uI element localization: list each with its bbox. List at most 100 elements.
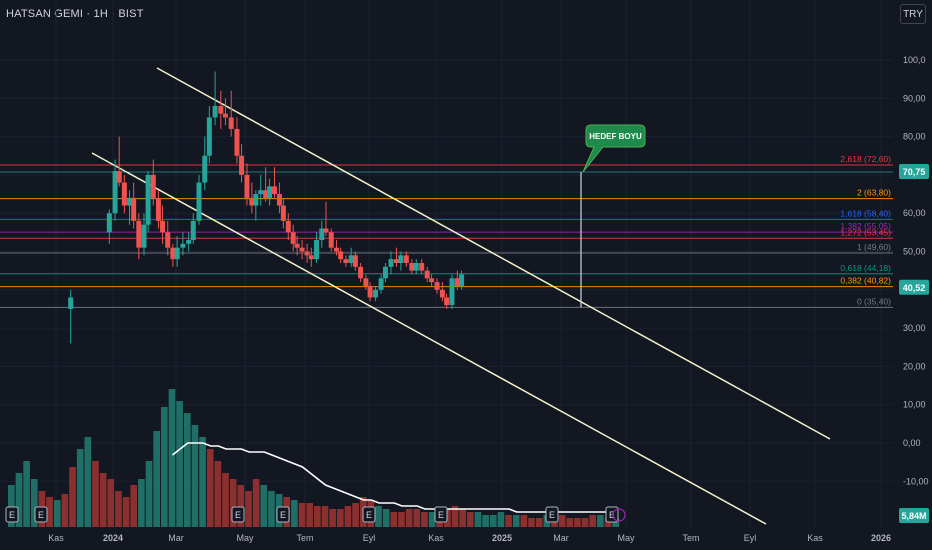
volume-badge-text: 5,84M xyxy=(901,511,926,521)
volume-bar xyxy=(336,509,344,527)
time-tick-label: Eyl xyxy=(363,533,376,543)
volume-bar xyxy=(92,461,99,527)
candle-body xyxy=(121,182,127,206)
candle-body xyxy=(449,278,455,306)
candle-body xyxy=(263,190,269,198)
volume-bar xyxy=(421,512,428,527)
candle-body xyxy=(319,228,325,241)
time-axis: Kas 2024 Mar May Tem Eyl Kas 2025 Mar May Tem Eyl Ka… xyxy=(48,533,891,543)
volume-bar xyxy=(46,497,53,527)
candle-body xyxy=(403,255,409,263)
volume-bar xyxy=(237,485,245,527)
candle-body xyxy=(239,155,245,175)
volume-bar xyxy=(30,479,38,527)
target-annotation: HEDEF BOYU xyxy=(580,124,646,308)
candle-body xyxy=(249,197,255,206)
price-tick-label: 90,00 xyxy=(903,93,926,103)
earnings-event-marker[interactable]: E xyxy=(34,506,48,523)
earnings-event-marker[interactable]: E xyxy=(545,506,559,523)
currency-button[interactable]: TRY xyxy=(900,4,926,24)
volume-bar xyxy=(298,503,306,527)
volume-bar xyxy=(107,479,115,527)
volume-bar xyxy=(222,473,229,527)
earnings-event-marker[interactable]: E xyxy=(362,506,376,523)
event-marker-label: E xyxy=(280,510,286,520)
volume-bar xyxy=(206,449,214,527)
candle-body xyxy=(299,247,305,252)
volume-bar xyxy=(99,473,107,527)
fib-level-label: 1,618 (58,40) xyxy=(840,208,891,218)
candle-body xyxy=(234,128,240,156)
volume-bar xyxy=(497,512,505,527)
candle-body xyxy=(388,259,394,267)
volume-bar xyxy=(15,473,23,527)
volume-bar xyxy=(260,485,268,527)
volume-bar xyxy=(23,461,30,527)
candle-body xyxy=(333,247,339,252)
candle-body xyxy=(352,255,358,267)
volume-bar xyxy=(390,512,398,527)
marked-price-badge-text: 70,75 xyxy=(903,167,926,177)
candle-body xyxy=(424,270,430,279)
candle-body xyxy=(165,232,171,248)
marked-price-badge-bg xyxy=(899,164,929,180)
candle-body xyxy=(439,289,445,298)
candle-body xyxy=(272,186,278,195)
current-price-badge-text: 40,52 xyxy=(903,283,926,293)
event-marker-label: E xyxy=(438,510,444,520)
candle-body xyxy=(267,186,273,198)
time-tick-label: Mar xyxy=(553,533,569,543)
event-marker-label: E xyxy=(9,510,15,520)
volume-bar xyxy=(199,437,206,527)
volume-bar xyxy=(145,461,153,527)
fib-level-label: 1,272 (53,45) xyxy=(840,227,891,237)
event-marker-label: E xyxy=(366,510,372,520)
earnings-event-marker[interactable]: E xyxy=(434,506,448,523)
volume-bar xyxy=(76,449,84,527)
candle-body xyxy=(155,197,161,221)
volume-bar xyxy=(168,389,176,527)
candle-body xyxy=(180,243,186,248)
volume-bar xyxy=(214,461,222,527)
volume-bar xyxy=(528,518,535,527)
candle-body xyxy=(160,220,166,233)
annotation-text: HEDEF BOYU xyxy=(589,132,642,141)
candle-body xyxy=(186,240,192,244)
volume-bar xyxy=(451,506,459,527)
price-tick-label: 30,00 xyxy=(903,323,926,333)
volume-bar xyxy=(382,509,390,527)
candle-body xyxy=(382,266,388,279)
volume-bar xyxy=(375,506,382,527)
earnings-event-marker[interactable]: E xyxy=(5,506,19,523)
candle-body xyxy=(258,190,264,195)
candle-body xyxy=(409,262,415,271)
volume-bar xyxy=(138,479,145,527)
volume-bar xyxy=(314,506,321,527)
volume-bar xyxy=(581,518,589,527)
time-tick-label: Tem xyxy=(682,533,699,543)
fib-level-label: 2,618 (72,60) xyxy=(840,154,891,164)
volume-bar xyxy=(589,515,597,527)
volume-bar xyxy=(153,431,160,527)
candle-body xyxy=(285,220,291,233)
volume-bar xyxy=(467,512,474,527)
candle-body xyxy=(141,224,147,248)
candle-body xyxy=(68,297,74,309)
chart-title: HATSAN GEMI · 1H · BIST xyxy=(6,8,144,20)
candle-body xyxy=(106,213,112,233)
volume-bar xyxy=(558,515,566,527)
candle-body xyxy=(131,197,137,221)
volume-bar xyxy=(176,401,183,527)
earnings-event-marker[interactable]: E xyxy=(276,506,290,523)
time-tick-label: 2025 xyxy=(492,533,512,543)
fibonacci-levels: 2,618 (72,60) 2 (63,80) 1,618 (58,40) 1,382… xyxy=(0,154,893,308)
annotation-callout xyxy=(582,124,646,173)
earnings-event-marker[interactable]: E xyxy=(231,506,245,523)
candle-body xyxy=(228,117,234,129)
candle-body xyxy=(202,155,208,183)
candle-body xyxy=(358,266,364,279)
volume-bar xyxy=(352,503,359,527)
candle-body xyxy=(276,194,282,206)
volume-bar xyxy=(229,479,237,527)
